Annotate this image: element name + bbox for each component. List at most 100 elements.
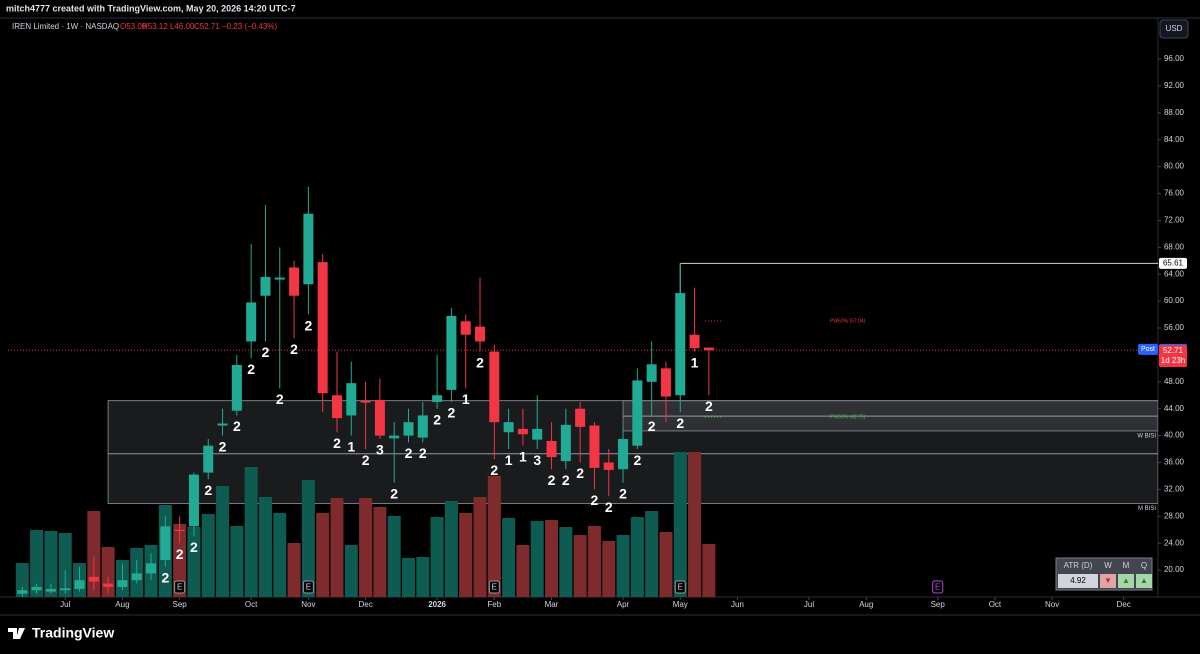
x-tick-label: 2026: [428, 600, 446, 609]
y-tick-label: 48.00: [1164, 377, 1185, 386]
earnings-marker: [488, 580, 500, 594]
earnings-label: E: [492, 583, 497, 592]
candle-body: [346, 383, 357, 416]
candle-body: [131, 573, 142, 581]
candle-body: [317, 262, 328, 394]
candle-body: [475, 326, 486, 342]
volume-bar: [330, 498, 344, 597]
atr-arrow: ▲: [1140, 576, 1148, 585]
candle-body: [289, 267, 300, 296]
bar-label: 2: [490, 462, 498, 478]
bar-label: 3: [533, 452, 541, 468]
bar-label: 2: [161, 569, 169, 585]
volume-bar: [444, 501, 458, 597]
logo: [8, 628, 25, 639]
volume-bar: [187, 527, 201, 597]
bar-label: 2: [233, 418, 241, 434]
earnings-label: E: [935, 583, 940, 592]
earnings-marker: [302, 580, 314, 594]
candle-body: [532, 428, 543, 440]
candle-body: [489, 351, 500, 423]
y-tick-label: 72.00: [1164, 216, 1185, 225]
volume-bar: [273, 513, 287, 597]
earnings-marker: [932, 580, 944, 594]
ohlc-value: H53.12: [142, 22, 168, 31]
last-price-bg: [1159, 345, 1187, 368]
candle-body: [660, 368, 671, 397]
y-tick-label: 76.00: [1164, 189, 1185, 198]
atr-column: W: [1104, 561, 1112, 570]
x-tick-label: Apr: [617, 600, 630, 609]
volume-bar: [44, 531, 58, 597]
candle-body: [231, 364, 242, 411]
volume-bar: [373, 507, 387, 597]
x-tick-label: Oct: [989, 600, 1002, 609]
candle-body: [188, 474, 199, 527]
countdown: 1d 23h: [1161, 356, 1185, 365]
atr-arrow-bg: [1100, 574, 1116, 588]
header: mitch4777 created with TradingView.com, …: [6, 3, 296, 13]
candle-body: [160, 526, 171, 561]
high-line-label: 65.61: [1163, 258, 1184, 267]
atr-arrow-bg: [1118, 574, 1134, 588]
volume-bar: [630, 517, 644, 597]
candle-body: [703, 347, 714, 351]
bar-label: 2: [204, 482, 212, 498]
candle-body: [689, 334, 700, 349]
bar-label: 2: [591, 492, 599, 508]
volume-bar: [602, 541, 616, 597]
post-tag-bg: [1138, 343, 1158, 355]
currency[interactable]: USD: [1166, 24, 1183, 33]
volume-bar: [30, 530, 44, 597]
volume-bar: [573, 535, 587, 597]
y-tick-label: 28.00: [1164, 511, 1185, 520]
volume-bar: [58, 533, 72, 597]
footer-brand: TradingView: [32, 625, 114, 641]
earnings-label: E: [678, 583, 683, 592]
y-tick-label: 96.00: [1164, 54, 1185, 63]
bar-label: 2: [648, 418, 656, 434]
volume-bar: [316, 513, 330, 597]
bar-label: 1: [347, 438, 355, 454]
currency-button[interactable]: [1159, 19, 1189, 39]
earnings-label: E: [306, 583, 311, 592]
bar-label: 2: [476, 354, 484, 370]
candle-body: [260, 276, 271, 296]
earnings-marker: [674, 580, 686, 594]
x-tick-label: Dec: [358, 600, 372, 609]
ohlc-value: L46.00: [170, 22, 195, 31]
volume-bar: [216, 486, 230, 597]
volume-bar: [244, 467, 258, 597]
bar-label: 2: [433, 411, 441, 427]
volume-bar: [516, 545, 530, 597]
candle-body: [675, 293, 686, 396]
y-tick-label: 64.00: [1164, 269, 1185, 278]
bar-label: 2: [362, 452, 370, 468]
volume-bar: [530, 521, 544, 597]
candle-body: [618, 438, 629, 470]
bar-label: 2: [247, 361, 255, 377]
x-tick-label: Feb: [487, 600, 501, 609]
volume-bar: [473, 497, 487, 597]
atr-arrow: ▲: [1122, 576, 1130, 585]
candle-body: [17, 590, 28, 594]
candle-body: [646, 364, 657, 382]
candle-body: [103, 583, 114, 587]
volume-bar: [173, 524, 187, 597]
volume-bar: [230, 526, 244, 597]
volume-bar: [645, 511, 659, 597]
candle-body: [546, 440, 557, 458]
candle-body: [432, 395, 443, 402]
last-price-label: 52.71: [1163, 346, 1184, 355]
atr-value: 4.92: [1070, 576, 1086, 585]
bar-label: 3: [376, 442, 384, 458]
atr-value-bg: [1058, 574, 1098, 588]
candle-body: [603, 462, 614, 470]
y-tick-label: 88.00: [1164, 108, 1185, 117]
y-tick-label: 24.00: [1164, 538, 1185, 547]
volume-bar: [15, 563, 29, 597]
bar-label: 2: [705, 398, 713, 414]
y-tick-label: 20.00: [1164, 565, 1185, 574]
bar-label: 2: [676, 415, 684, 431]
